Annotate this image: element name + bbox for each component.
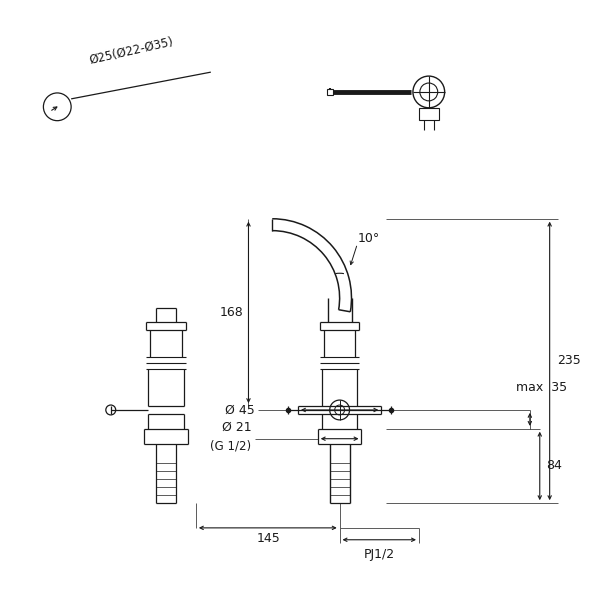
Text: 235: 235 — [557, 355, 581, 367]
Text: 145: 145 — [256, 532, 280, 545]
Text: 10°: 10° — [358, 232, 380, 245]
Text: Ø25(Ø22-Ø35): Ø25(Ø22-Ø35) — [88, 35, 175, 67]
Text: 84: 84 — [546, 460, 562, 472]
Text: Ø 21: Ø 21 — [222, 421, 251, 434]
FancyBboxPatch shape — [419, 108, 439, 119]
Text: Ø 45: Ø 45 — [224, 403, 254, 416]
Text: (G 1/2): (G 1/2) — [211, 440, 251, 452]
Text: max  35: max 35 — [515, 381, 567, 394]
Text: PJ1/2: PJ1/2 — [364, 548, 395, 560]
Text: 168: 168 — [220, 306, 244, 319]
